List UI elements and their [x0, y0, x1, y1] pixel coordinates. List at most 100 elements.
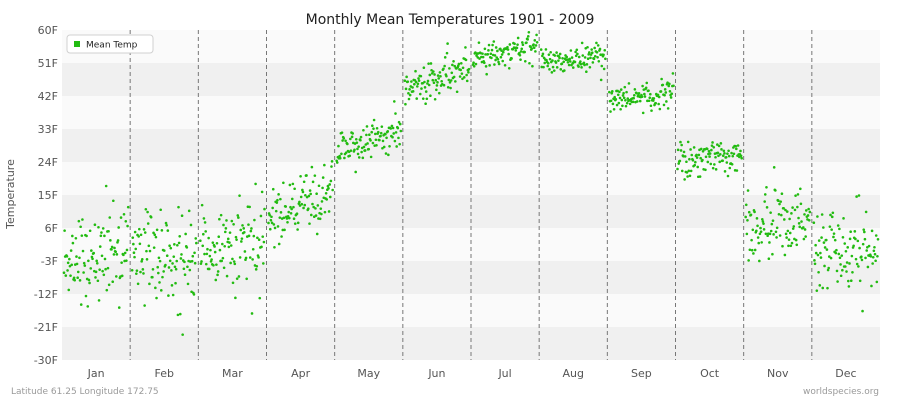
data-point: [791, 227, 795, 230]
data-point: [753, 248, 757, 252]
data-point: [602, 67, 606, 71]
data-point: [126, 205, 130, 209]
data-point: [166, 229, 170, 232]
data-point: [621, 104, 624, 108]
data-point: [633, 88, 637, 91]
data-point: [649, 104, 653, 108]
data-point: [838, 227, 841, 231]
data-point: [396, 126, 400, 130]
data-point: [829, 256, 833, 260]
data-point: [778, 234, 782, 237]
data-point: [581, 54, 585, 57]
data-point: [800, 220, 803, 223]
data-point: [95, 259, 98, 263]
data-point: [834, 251, 838, 255]
data-point: [282, 216, 286, 220]
data-point: [159, 289, 163, 292]
data-point: [235, 238, 238, 241]
data-point: [178, 234, 181, 238]
data-point: [92, 251, 96, 255]
data-point: [350, 135, 354, 139]
data-point: [372, 127, 375, 130]
data-point: [291, 182, 295, 186]
data-point: [251, 247, 255, 251]
data-point: [368, 133, 371, 137]
data-point: [568, 60, 572, 63]
data-point: [817, 239, 821, 242]
data-point: [780, 213, 783, 217]
data-point: [79, 303, 83, 306]
data-point: [357, 145, 360, 148]
data-point: [616, 93, 620, 97]
data-point: [563, 69, 566, 72]
data-point: [171, 293, 175, 297]
data-point: [638, 99, 642, 103]
data-point: [663, 93, 666, 97]
data-point: [437, 77, 441, 80]
data-point: [231, 257, 234, 261]
data-point: [782, 218, 786, 221]
data-point: [652, 99, 655, 102]
data-point: [688, 157, 691, 161]
data-point: [186, 265, 189, 269]
data-point: [496, 57, 500, 61]
data-point: [858, 279, 862, 283]
data-point: [695, 153, 698, 157]
data-point: [171, 262, 174, 265]
data-point: [148, 282, 151, 286]
data-point: [554, 61, 558, 64]
data-point: [816, 253, 820, 257]
data-point: [75, 262, 79, 266]
data-point: [427, 62, 430, 65]
data-point: [86, 305, 90, 308]
data-point: [320, 212, 323, 216]
data-point: [804, 235, 807, 238]
data-point: [493, 63, 496, 66]
data-point: [229, 244, 233, 247]
data-point: [250, 227, 253, 230]
data-point: [112, 199, 115, 203]
data-point: [643, 95, 647, 98]
data-point: [354, 137, 358, 141]
data-point: [822, 241, 826, 244]
data-point: [574, 50, 577, 54]
data-point: [874, 259, 877, 263]
data-point: [179, 257, 183, 260]
data-point: [753, 210, 756, 214]
data-point: [136, 282, 140, 286]
data-point: [83, 264, 87, 267]
data-point: [251, 258, 254, 261]
data-point: [313, 174, 317, 177]
data-point: [721, 159, 724, 163]
data-point: [790, 212, 793, 215]
data-point: [451, 63, 454, 67]
data-point: [365, 133, 368, 137]
data-point: [861, 309, 864, 313]
data-point: [717, 154, 720, 158]
data-point: [273, 245, 276, 249]
data-point: [465, 79, 469, 83]
data-point: [180, 214, 184, 218]
data-point: [328, 183, 332, 186]
data-point: [432, 70, 435, 73]
data-point: [500, 53, 504, 56]
data-point: [612, 107, 616, 111]
data-point: [391, 126, 395, 130]
data-point: [658, 107, 662, 111]
data-point: [595, 41, 598, 45]
data-point: [78, 256, 81, 260]
data-point: [797, 216, 800, 220]
data-point: [585, 70, 588, 74]
data-point: [647, 89, 650, 92]
data-point: [230, 219, 234, 223]
data-point: [493, 54, 497, 57]
data-point: [316, 204, 320, 207]
data-point: [789, 244, 793, 248]
data-point: [219, 213, 223, 217]
data-point: [588, 65, 592, 69]
data-point: [192, 293, 196, 296]
data-point: [260, 190, 264, 194]
data-point: [836, 224, 840, 227]
data-point: [146, 210, 149, 214]
data-point: [218, 248, 222, 252]
